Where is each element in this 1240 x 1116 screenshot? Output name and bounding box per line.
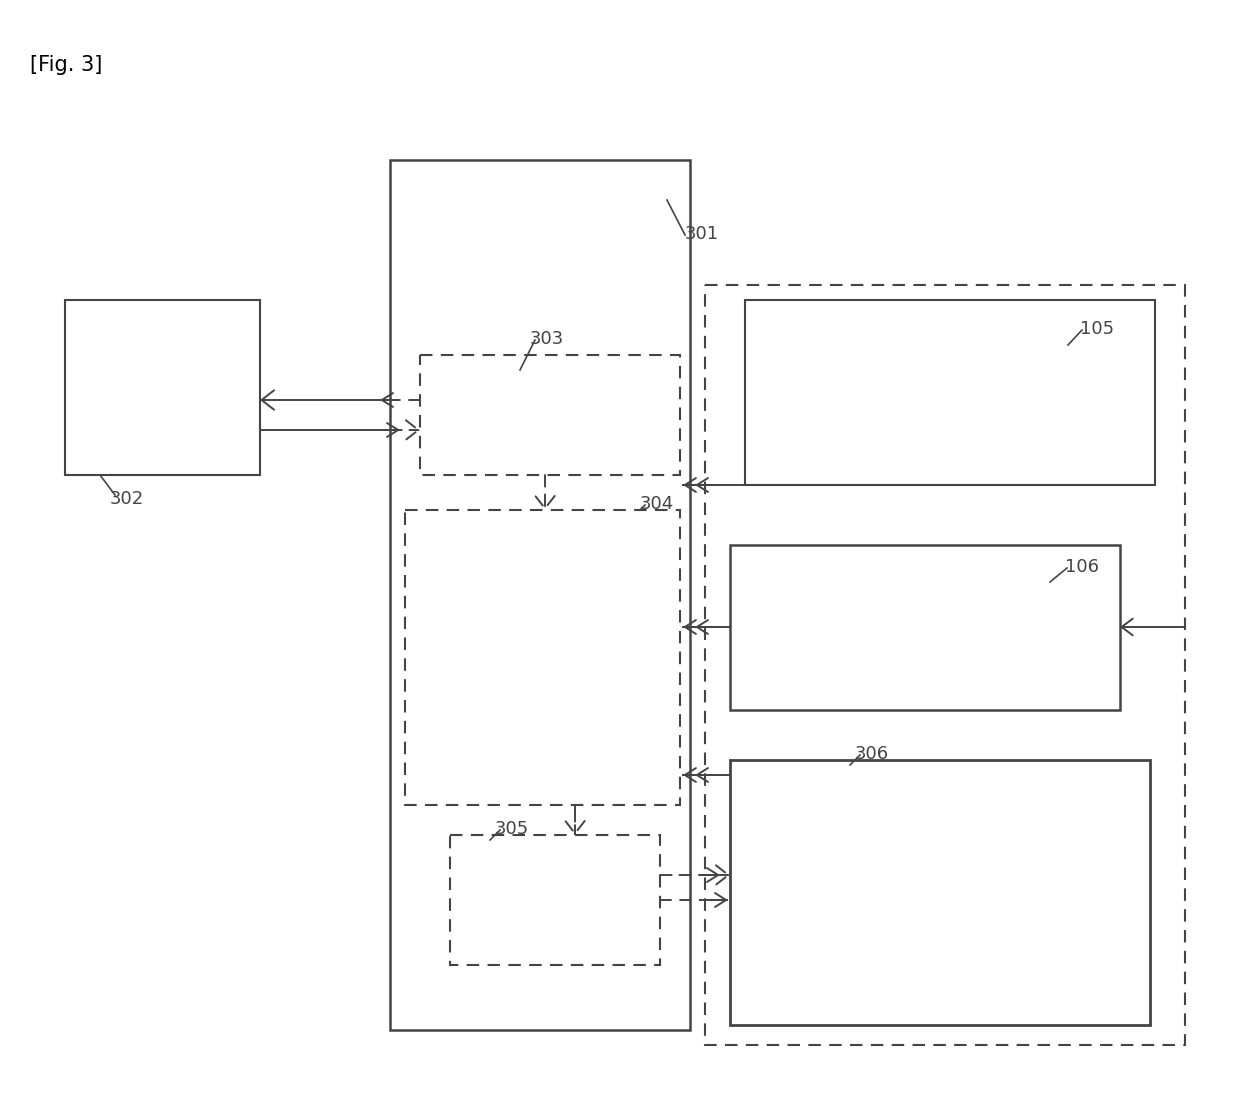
Bar bbox=[706, 285, 1185, 1045]
Bar bbox=[730, 545, 1120, 710]
Bar bbox=[450, 835, 660, 965]
Bar bbox=[64, 300, 260, 475]
Bar bbox=[745, 300, 1154, 485]
Text: 304: 304 bbox=[640, 496, 675, 513]
Bar bbox=[420, 355, 680, 475]
Text: 302: 302 bbox=[110, 490, 144, 508]
Text: 301: 301 bbox=[684, 225, 719, 243]
Text: 306: 306 bbox=[856, 745, 889, 763]
Text: 105: 105 bbox=[1080, 320, 1114, 338]
Bar bbox=[405, 510, 680, 805]
Bar bbox=[391, 160, 689, 1030]
Text: 305: 305 bbox=[495, 820, 529, 838]
Text: 106: 106 bbox=[1065, 558, 1099, 576]
Bar bbox=[730, 760, 1149, 1024]
Text: 303: 303 bbox=[529, 330, 564, 348]
Text: [Fig. 3]: [Fig. 3] bbox=[30, 55, 103, 75]
